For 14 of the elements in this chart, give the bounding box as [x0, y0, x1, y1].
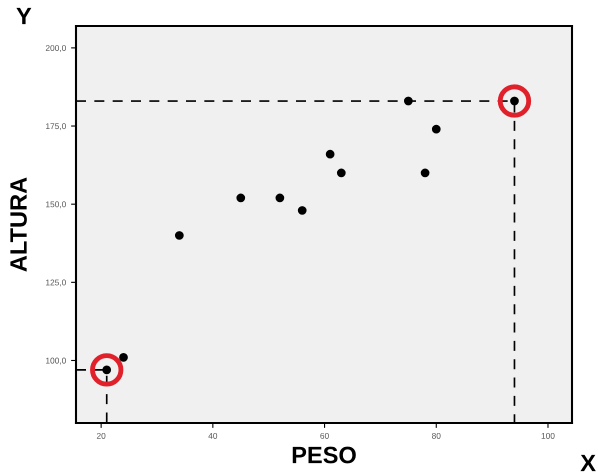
- y-tick-label: 100,0: [46, 358, 66, 365]
- y-axis-title: ALTURA: [10, 177, 27, 272]
- text: Y: [16, 8, 32, 24]
- y-tick-label: 175,0: [46, 123, 66, 130]
- y-tick-label: 150,0: [46, 201, 66, 208]
- text: X: [580, 454, 596, 472]
- x-tick-label: 40: [208, 432, 218, 439]
- y-tick-label: 200,0: [46, 45, 66, 52]
- x-tick-label: 100: [542, 432, 555, 439]
- x-axis-title: PESO: [292, 446, 356, 464]
- y-tick-label: 125,0: [46, 280, 66, 286]
- x-tick-label: 80: [432, 432, 441, 439]
- x-tick-label: 20: [96, 432, 106, 439]
- x-tick-label: 60: [320, 432, 329, 439]
